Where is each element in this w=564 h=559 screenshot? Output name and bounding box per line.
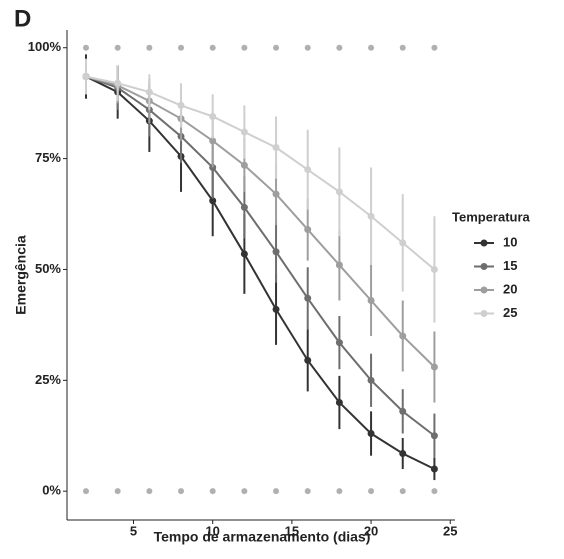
observation-point — [178, 44, 185, 51]
observation-point — [83, 488, 90, 495]
data-point — [304, 166, 312, 174]
data-point — [335, 261, 343, 269]
x-tick-label: 25 — [443, 523, 457, 538]
data-point — [209, 197, 217, 205]
legend-label: 10 — [503, 234, 517, 249]
data-point — [367, 296, 375, 304]
observation-point — [431, 488, 438, 495]
data-point — [399, 449, 407, 457]
data-point — [304, 294, 312, 302]
data-point — [430, 265, 438, 273]
y-tick-label: 0% — [42, 483, 61, 498]
data-point — [240, 161, 248, 169]
x-tick-label: 5 — [130, 523, 137, 538]
observation-point — [399, 488, 406, 495]
data-point — [399, 407, 407, 415]
observation-point — [336, 44, 343, 51]
x-tick-label: 15 — [285, 523, 299, 538]
legend-marker — [480, 239, 488, 247]
data-point — [304, 356, 312, 364]
series-line — [85, 75, 436, 437]
data-point — [272, 305, 280, 313]
observation-point — [304, 44, 311, 51]
data-point — [367, 430, 375, 438]
legend-marker — [480, 286, 488, 294]
data-point — [335, 339, 343, 347]
observation-point — [399, 44, 406, 51]
data-point — [272, 248, 280, 256]
observation-point — [114, 44, 121, 51]
legend-title: Temperatura — [452, 209, 531, 224]
observation-point — [178, 488, 185, 495]
observation-point — [273, 44, 280, 51]
legend-marker — [480, 310, 488, 317]
observation-point — [336, 488, 343, 495]
legend-label: 25 — [503, 305, 517, 320]
x-tick-label: 20 — [364, 523, 378, 538]
data-point — [304, 226, 312, 234]
series-line — [85, 75, 435, 470]
data-point — [399, 239, 407, 247]
observation-point — [209, 44, 216, 51]
x-axis-label: Tempo de armazenamento (dias) — [154, 529, 371, 545]
data-point — [367, 212, 375, 220]
observation-point — [368, 44, 375, 51]
data-point — [430, 432, 438, 440]
observation-point — [304, 488, 311, 495]
data-point — [145, 88, 153, 96]
series-line — [85, 75, 436, 271]
data-point — [114, 79, 122, 87]
observation-point — [431, 44, 438, 51]
data-point — [240, 128, 248, 136]
data-point — [399, 332, 407, 340]
data-point — [272, 144, 280, 152]
observation-point — [273, 488, 280, 495]
y-tick-label: 100% — [28, 39, 62, 54]
observation-point — [241, 488, 248, 495]
observation-point — [241, 44, 248, 51]
data-point — [272, 190, 280, 198]
x-tick-label: 10 — [205, 523, 219, 538]
data-point — [177, 101, 185, 109]
data-point — [209, 137, 217, 145]
data-point — [240, 250, 248, 258]
observation-point — [368, 488, 375, 495]
data-point — [82, 73, 90, 81]
data-point — [430, 465, 438, 473]
y-tick-label: 75% — [35, 150, 61, 165]
data-point — [367, 376, 375, 384]
data-point — [335, 398, 343, 406]
legend-label: 15 — [503, 258, 517, 273]
observation-point — [146, 44, 153, 51]
observation-point — [114, 488, 121, 495]
panel-label: D — [14, 5, 31, 32]
observation-point — [83, 44, 90, 51]
data-point — [430, 363, 438, 371]
observation-point — [209, 488, 216, 495]
observation-point — [146, 488, 153, 495]
legend-marker — [480, 263, 488, 270]
y-tick-label: 25% — [35, 372, 61, 387]
legend-label: 20 — [503, 281, 517, 296]
y-axis-label: Emergência — [13, 235, 29, 315]
data-point — [335, 188, 343, 196]
y-tick-label: 50% — [35, 261, 61, 276]
series-line — [85, 75, 436, 368]
data-point — [209, 112, 217, 120]
data-point — [240, 203, 248, 211]
